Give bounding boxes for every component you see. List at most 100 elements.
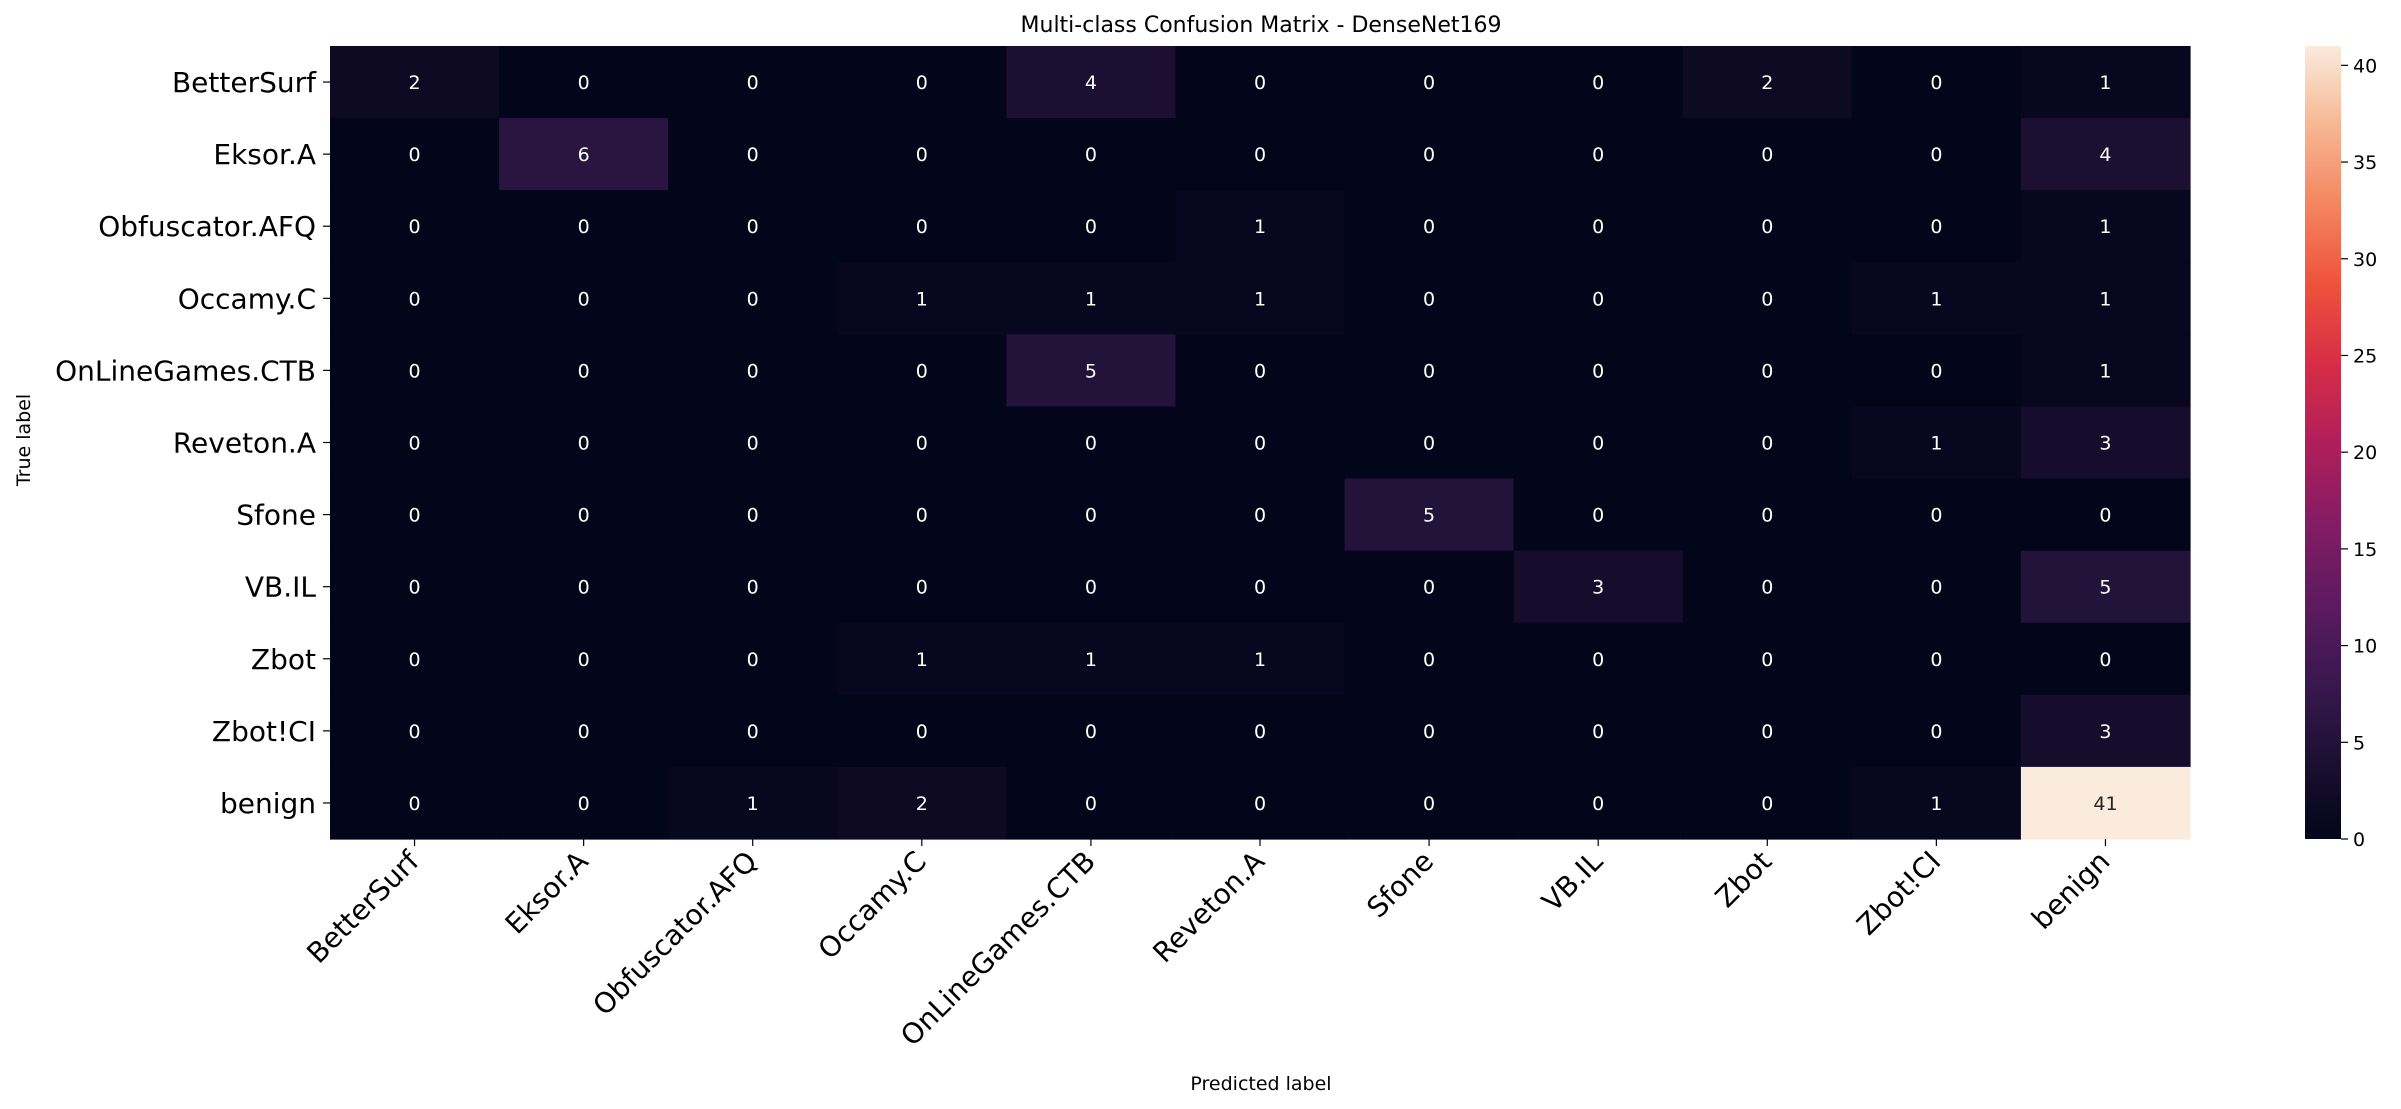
heatmap-cell — [330, 190, 500, 263]
heatmap-cell — [1682, 550, 1853, 624]
heatmap-cell — [2020, 406, 2191, 480]
cell-value-label: 1 — [1085, 288, 1097, 310]
heatmap-cell — [1344, 694, 1515, 768]
cell-value-label: 0 — [1930, 505, 1942, 527]
heatmap-cell — [1851, 406, 2022, 480]
cell-value-label: 0 — [916, 216, 928, 238]
heatmap-cell — [837, 694, 1007, 768]
cell-value-label: 0 — [1592, 288, 1604, 310]
heatmap-cell — [668, 406, 838, 480]
cell-value-label: 0 — [1761, 505, 1773, 527]
heatmap-cell — [1513, 262, 1684, 335]
cell-value-label: 0 — [1930, 144, 1942, 166]
heatmap-cell — [1513, 766, 1684, 840]
cell-value-label: 0 — [408, 577, 420, 599]
heatmap-cell — [499, 118, 669, 191]
heatmap-cell — [1006, 622, 1177, 696]
heatmap-cell — [499, 694, 669, 768]
cell-value-label: 1 — [916, 649, 928, 671]
heatmap-cell — [330, 478, 500, 552]
x-tick-label: Occamy.C — [812, 845, 933, 966]
cell-value-label: 0 — [1930, 216, 1942, 238]
y-axis-ticks: BetterSurf Eksor.A Obfuscator.AFQ Occamy.C O… — [55, 66, 330, 820]
heatmap-cell — [837, 478, 1007, 552]
x-tick-label: BetterSurf — [300, 844, 426, 970]
cell-value-label: 0 — [916, 577, 928, 599]
heatmap-cell — [1513, 334, 1684, 408]
heatmap-cell — [1513, 622, 1684, 696]
cell-value-label: 0 — [747, 649, 759, 671]
heatmap-cell — [668, 118, 838, 191]
heatmap-cell — [499, 190, 669, 263]
cell-value-label: 1 — [1254, 649, 1266, 671]
heatmap-cell — [1006, 334, 1177, 408]
x-tick-label: Obfuscator.AFQ — [586, 845, 763, 1022]
cell-value-label: 1 — [916, 288, 928, 310]
y-tick-label: benign — [220, 787, 316, 820]
cell-value-label: 1 — [2099, 360, 2111, 382]
heatmap-cell — [1513, 406, 1684, 480]
x-tick-label: Zbot!CI — [1850, 845, 1947, 942]
cell-value-label: 0 — [1254, 505, 1266, 527]
colorbar-tick-label: 35 — [2353, 152, 2377, 174]
cell-value-label: 0 — [408, 433, 420, 455]
heatmap-cell — [1175, 478, 1346, 552]
heatmap-cell — [1851, 766, 2022, 840]
heatmap-cell — [1682, 478, 1853, 552]
colorbar-tick-label: 20 — [2353, 442, 2377, 464]
heatmap-cell — [837, 406, 1007, 480]
heatmap-cell — [668, 478, 838, 552]
cell-value-label: 0 — [2099, 649, 2111, 671]
cell-value-label: 6 — [578, 144, 590, 166]
cell-value-label: 0 — [1423, 649, 1435, 671]
cell-value-label: 0 — [1085, 793, 1097, 815]
heatmap-cell — [1006, 190, 1177, 263]
cell-value-label: 0 — [1423, 288, 1435, 310]
heatmap-cell — [499, 550, 669, 624]
cell-value-label: 0 — [578, 360, 590, 382]
cell-value-label: 0 — [1254, 144, 1266, 166]
cell-value-label: 2 — [1761, 72, 1773, 94]
cell-value-label: 1 — [2099, 216, 2111, 238]
cell-value-label: 0 — [1761, 721, 1773, 743]
heatmap-cells — [330, 46, 2191, 840]
heatmap-cell — [1175, 622, 1346, 696]
heatmap-cell — [330, 550, 500, 624]
heatmap-cell — [837, 550, 1007, 624]
cell-value-label: 1 — [1930, 793, 1942, 815]
cell-value-label: 0 — [1085, 721, 1097, 743]
cell-value-label: 0 — [578, 216, 590, 238]
cell-value-label: 0 — [1254, 72, 1266, 94]
heatmap-cell — [2020, 262, 2191, 335]
heatmap-cell — [1682, 46, 1853, 119]
heatmap-cell — [1344, 262, 1515, 335]
cell-value-label: 0 — [1930, 649, 1942, 671]
heatmap-cell — [1006, 694, 1177, 768]
cell-value-label: 0 — [747, 577, 759, 599]
heatmap-cell — [499, 334, 669, 408]
heatmap-cell — [1851, 118, 2022, 191]
cell-value-label: 0 — [916, 360, 928, 382]
cell-value-label: 0 — [578, 72, 590, 94]
heatmap-cell — [330, 406, 500, 480]
x-axis-label: Predicted label — [1190, 1073, 1331, 1095]
cell-value-label: 0 — [1592, 505, 1604, 527]
cell-value-label: 0 — [408, 288, 420, 310]
cell-value-label: 0 — [1592, 360, 1604, 382]
heatmap-cell — [1006, 118, 1177, 191]
cell-value-label: 0 — [578, 793, 590, 815]
cell-value-label: 0 — [747, 288, 759, 310]
cell-value-label: 0 — [1254, 721, 1266, 743]
cell-value-label: 0 — [916, 144, 928, 166]
heatmap-cell — [1851, 262, 2022, 335]
cell-value-label: 0 — [1930, 577, 1942, 599]
heatmap-cell — [1851, 46, 2022, 119]
cell-value-label: 0 — [1592, 72, 1604, 94]
heatmap-cell — [330, 334, 500, 408]
colorbar-tick-label: 15 — [2353, 539, 2377, 561]
x-tick-label: Reveton.A — [1146, 845, 1271, 970]
heatmap-cell — [1344, 190, 1515, 263]
heatmap-cell — [837, 190, 1007, 263]
cell-value-label: 0 — [1254, 433, 1266, 455]
